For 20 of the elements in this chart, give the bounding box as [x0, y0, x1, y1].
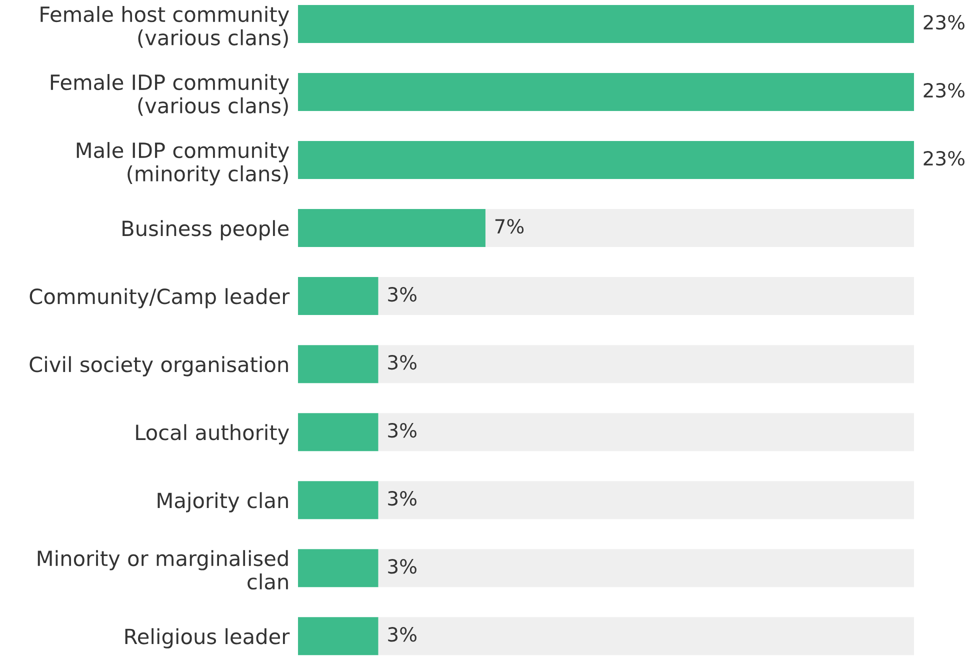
data-label: 3%: [388, 286, 416, 302]
y-tick-label: Religious leader: [125, 628, 290, 648]
y-tick-label: Civil society organisation: [30, 356, 288, 376]
data-label: 23%: [924, 150, 964, 166]
data-label: 3%: [388, 355, 416, 370]
y-tick-label: Local authority: [136, 424, 290, 444]
y-tick-label: Majority clan: [158, 492, 288, 512]
data-label: 3%: [388, 423, 416, 438]
data-label: 23%: [924, 82, 964, 98]
y-tick-label: Community/Camp leader: [30, 288, 290, 308]
data-label: 3%: [388, 627, 416, 642]
y-tick-label: Male IDP community (minority clans): [76, 142, 290, 186]
data-label: 3%: [388, 559, 416, 574]
data-label: 3%: [388, 491, 416, 506]
y-tick-label: Female IDP community (various clans): [50, 74, 290, 116]
y-tick-label: Female host community (various clans): [40, 6, 290, 48]
y-tick-label: Business people: [122, 220, 289, 240]
y-tick-label: Minority or marginalised clan: [38, 550, 288, 590]
data-label: 7%: [495, 218, 524, 234]
data-label: 23%: [924, 14, 964, 30]
